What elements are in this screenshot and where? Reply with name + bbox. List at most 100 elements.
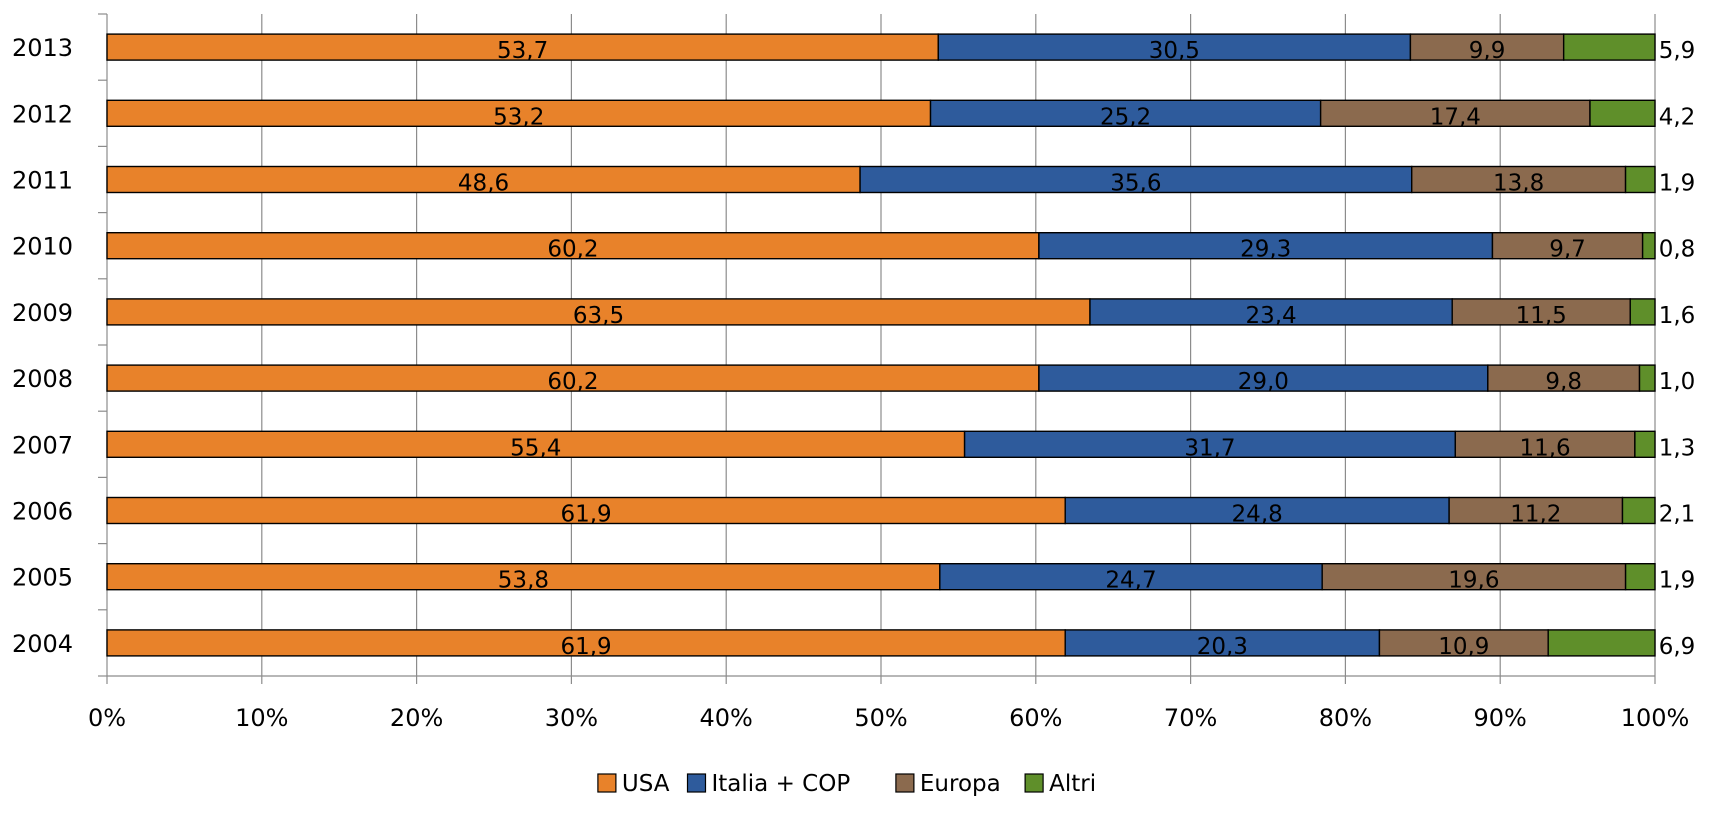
x-tick-label: 90% — [1474, 704, 1527, 732]
x-tick-label: 60% — [1009, 704, 1062, 732]
bar-segment-altri — [1621, 496, 1656, 525]
bar-segment-europa — [1454, 430, 1636, 458]
data-label: 20,3 — [1197, 634, 1248, 660]
legend-label: Altri — [1049, 771, 1096, 797]
bar-segment-usa — [106, 430, 966, 458]
data-label: 2,1 — [1659, 502, 1696, 528]
bar-segment-altri — [1547, 629, 1656, 657]
data-label: 0,8 — [1659, 237, 1696, 263]
data-label: 4,2 — [1659, 104, 1696, 130]
data-label: 25,2 — [1100, 104, 1151, 130]
x-tick-label: 30% — [545, 704, 598, 732]
bar-segment-europa — [1451, 298, 1631, 326]
y-tick-label: 2006 — [12, 498, 73, 526]
data-label: 1,3 — [1659, 435, 1696, 461]
y-tick-label: 2004 — [12, 630, 73, 658]
bar-segment-europa — [1409, 33, 1565, 61]
data-label: 24,8 — [1232, 502, 1283, 528]
data-label: 9,8 — [1545, 369, 1582, 395]
data-label: 30,5 — [1149, 38, 1200, 64]
bar-segment-italia-cop — [1038, 231, 1494, 260]
axes: 0% 10% 20% 30% 40% 50% 60% 70% 80% 90% 100% 2013 201… — [12, 13, 1690, 732]
bar-segment-altri — [1641, 231, 1656, 260]
y-tick-label: 2013 — [12, 34, 73, 62]
data-label: 9,9 — [1469, 38, 1506, 64]
x-tick-label: 50% — [854, 704, 907, 732]
bar-segment-italia-cop — [859, 165, 1413, 194]
x-tick-label: 10% — [235, 704, 288, 732]
data-labels: 53,7 30,5 9,9 5,9 53,2 25,2 17,4 4,2 48,6 35,6 13,… — [458, 38, 1695, 660]
legend-swatch — [1024, 773, 1044, 793]
x-tick-label: 0% — [88, 704, 126, 732]
bar-segment-altri — [1562, 33, 1656, 61]
y-tick-label: 2012 — [12, 100, 73, 128]
y-tick-label: 2009 — [12, 299, 73, 327]
legend-item-usa: USA — [597, 771, 670, 797]
legend-item-europa: Europa — [895, 771, 1001, 797]
data-label: 13,8 — [1493, 171, 1544, 197]
x-tick-label: 70% — [1164, 704, 1217, 732]
y-tick-label: 2010 — [12, 233, 73, 261]
legend-item-altri: Altri — [1024, 771, 1096, 797]
legend-swatch — [597, 773, 617, 793]
bar-segment-usa — [106, 629, 1066, 657]
bar-segment-altri — [1624, 563, 1656, 591]
bar-segment-italia-cop — [1064, 629, 1381, 657]
data-label: 63,5 — [573, 303, 624, 329]
legend-swatch — [686, 773, 707, 793]
legend: USA Italia + COP Europa Altri — [597, 771, 1096, 797]
legend-label: Europa — [920, 771, 1001, 797]
data-label: 60,2 — [547, 237, 598, 263]
data-label: 29,0 — [1238, 369, 1289, 395]
data-label: 23,4 — [1245, 303, 1296, 329]
bar-segment-europa — [1411, 165, 1627, 194]
bar-segment-altri — [1634, 430, 1656, 458]
data-label: 61,9 — [560, 502, 611, 528]
data-label: 17,4 — [1430, 104, 1481, 130]
bar-segment-altri — [1638, 364, 1656, 392]
legend-label: Italia + COP — [712, 771, 851, 797]
data-label: 48,6 — [458, 171, 509, 197]
bar-segment-italia-cop — [1038, 364, 1489, 392]
x-tick-label: 40% — [700, 704, 753, 732]
data-label: 24,7 — [1105, 568, 1156, 594]
y-tick-label: 2005 — [12, 564, 73, 592]
bar-segment-altri — [1589, 99, 1656, 128]
y-tick-label: 2011 — [12, 167, 73, 195]
bar-segment-europa — [1491, 231, 1644, 260]
bar-segment-italia-cop — [929, 99, 1322, 128]
data-label: 29,3 — [1240, 237, 1291, 263]
bar-segment-europa — [1321, 563, 1627, 591]
data-label: 1,0 — [1659, 369, 1696, 395]
data-label: 1,9 — [1659, 171, 1696, 197]
data-label: 55,4 — [510, 435, 561, 461]
data-label: 11,6 — [1519, 435, 1570, 461]
bar-segment-italia-cop — [963, 430, 1457, 458]
y-tick-label: 2007 — [12, 431, 73, 459]
bar-segment-usa — [106, 99, 932, 128]
data-label: 9,7 — [1549, 237, 1586, 263]
bars — [106, 33, 1656, 657]
bar-segment-europa — [1487, 364, 1641, 392]
data-label: 19,6 — [1448, 568, 1499, 594]
data-label: 35,6 — [1110, 171, 1161, 197]
data-label: 11,5 — [1516, 303, 1567, 329]
bar-segment-italia-cop — [937, 33, 1412, 61]
data-label: 61,9 — [560, 634, 611, 660]
data-label: 10,9 — [1438, 634, 1489, 660]
data-label: 31,7 — [1184, 435, 1235, 461]
bar-segment-europa — [1319, 99, 1591, 128]
data-label: 53,2 — [493, 104, 544, 130]
bar-segment-usa — [106, 563, 941, 591]
bar-segment-altri — [1629, 298, 1656, 326]
x-tick-label: 20% — [390, 704, 443, 732]
data-label: 53,8 — [498, 568, 549, 594]
x-tick-label: 100% — [1621, 704, 1690, 732]
bar-segment-usa — [106, 496, 1066, 525]
data-label: 53,7 — [497, 38, 548, 64]
x-tick-label: 80% — [1319, 704, 1372, 732]
data-label: 1,9 — [1659, 568, 1696, 594]
legend-item-italia-cop: Italia + COP — [686, 771, 851, 797]
